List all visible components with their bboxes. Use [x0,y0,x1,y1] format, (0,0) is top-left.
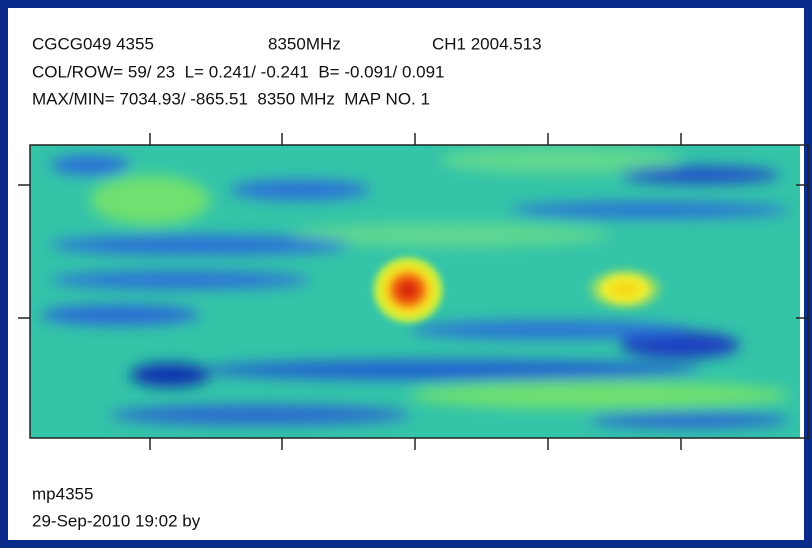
header-maxmin: MAX/MIN= 7034.93/ -865.51 8350 MHz MAP N… [32,89,430,108]
footer-date: 29-Sep-2010 19:02 by [32,511,201,530]
header-source: CGCG049 4355 [32,34,154,53]
header-frequency: 8350MHz [268,34,341,53]
heatmap [30,145,800,438]
header-channel: CH1 2004.513 [432,34,542,53]
footer-name: mp4355 [32,484,93,503]
header-coords: COL/ROW= 59/ 23 L= 0.241/ -0.241 B= -0.0… [32,62,445,81]
plot-border [29,144,809,439]
axis-ticks [18,133,808,450]
